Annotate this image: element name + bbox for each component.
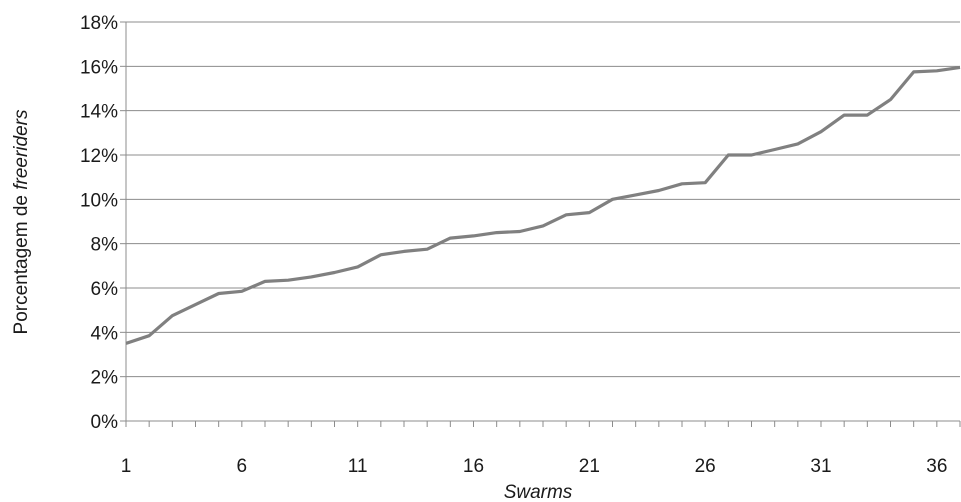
y-axis-title-emphasis: freeriders bbox=[11, 109, 32, 190]
y-tick-label-5: 10% bbox=[80, 190, 118, 211]
x-axis-ticks: 1 6 11 16 21 26 31 36 bbox=[121, 421, 961, 477]
x-tick-label-21: 21 bbox=[579, 456, 600, 477]
y-axis-title-prefix: Porcentagem de bbox=[11, 190, 32, 335]
series-line-0 bbox=[125, 65, 961, 345]
y-tick-label-4: 8% bbox=[91, 235, 119, 256]
y-axis-title: Porcentagem de freeriders bbox=[11, 109, 32, 334]
x-tick-label-1: 1 bbox=[121, 456, 132, 477]
x-tick-label-11: 11 bbox=[348, 456, 368, 477]
y-tick-label-3: 6% bbox=[91, 279, 119, 300]
y-tick-label-2: 4% bbox=[91, 323, 119, 344]
y-tick-label-7: 14% bbox=[80, 102, 118, 123]
x-tick-label-6: 6 bbox=[237, 456, 248, 477]
y-tick-label-0: 0% bbox=[91, 412, 119, 433]
y-tick-label-1: 2% bbox=[91, 368, 119, 389]
x-tick-label-26: 26 bbox=[695, 456, 716, 477]
x-axis-title: Swarms bbox=[504, 482, 573, 502]
y-axis-ticks: 0% 2% 4% 6% 8% 10% 12% 14% 16% 18% bbox=[80, 13, 126, 433]
y-tick-label-9: 18% bbox=[80, 13, 118, 34]
y-tick-label-6: 12% bbox=[80, 146, 118, 167]
gridlines bbox=[126, 21, 960, 378]
x-tick-label-31: 31 bbox=[810, 456, 831, 477]
x-tick-label-36: 36 bbox=[926, 456, 947, 477]
series-layer bbox=[125, 65, 961, 345]
axes bbox=[125, 22, 960, 422]
y-tick-label-8: 16% bbox=[80, 57, 118, 78]
x-tick-label-16: 16 bbox=[463, 456, 484, 477]
